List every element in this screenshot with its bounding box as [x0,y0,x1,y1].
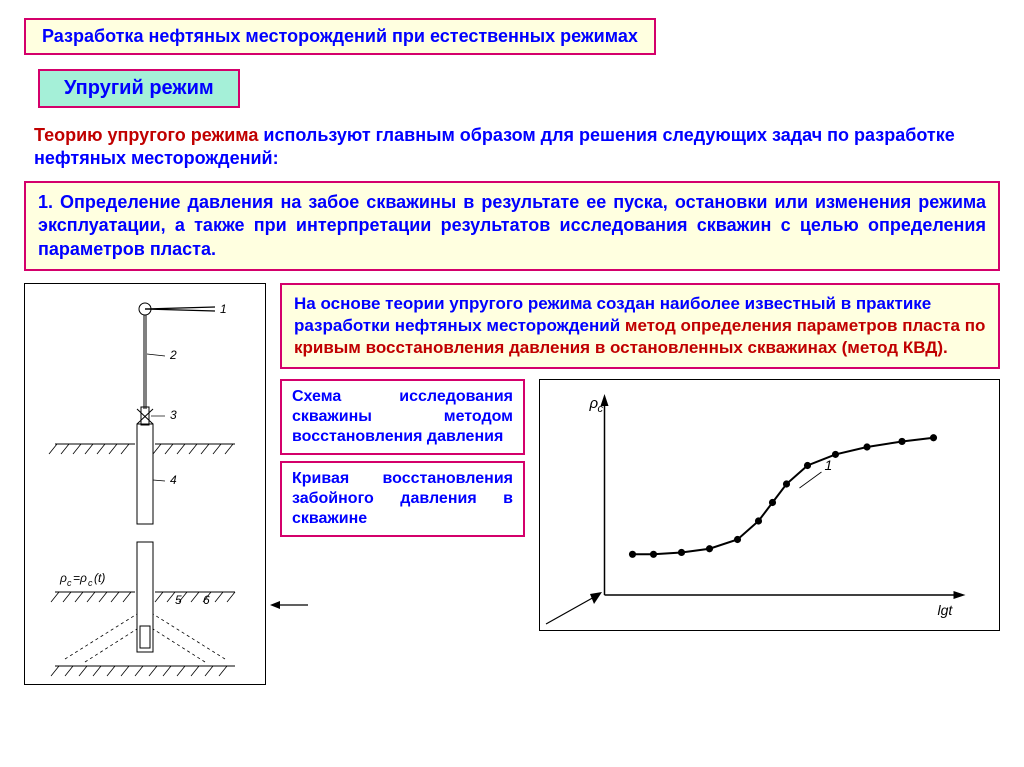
svg-text:с: с [88,578,93,588]
svg-text:ρ: ρ [59,571,67,585]
svg-text:6: 6 [203,593,210,607]
svg-text:=ρ: =ρ [73,571,87,585]
svg-text:3: 3 [170,408,177,422]
intro-text: Теорию упругого режима используют главны… [24,124,1000,181]
svg-text:2: 2 [169,348,177,362]
task-1-box: 1. Определение давления на забое скважин… [24,181,1000,271]
svg-text:с: с [598,403,604,415]
caption-curve: Кривая восстановления забойного давления… [280,461,525,537]
well-diagram: 1 2 3 [24,283,266,685]
svg-text:с: с [67,578,72,588]
title-box: Разработка нефтяных месторождений при ес… [24,18,656,55]
pressure-curve-chart: ρ с lgt 1 [539,379,1000,631]
method-box: На основе теории упругого режима создан … [280,283,1000,369]
svg-text:1: 1 [220,302,227,316]
subtitle-box: Упругий режим [38,69,240,108]
caption-diagram: Схема исследования скважины методом восс… [280,379,525,455]
svg-text:4: 4 [170,473,177,487]
svg-text:5: 5 [175,593,182,607]
intro-red: Теорию упругого режима [34,125,258,145]
svg-text:1: 1 [825,457,833,473]
svg-text:(t): (t) [94,571,105,585]
svg-text:lgt: lgt [938,602,954,618]
